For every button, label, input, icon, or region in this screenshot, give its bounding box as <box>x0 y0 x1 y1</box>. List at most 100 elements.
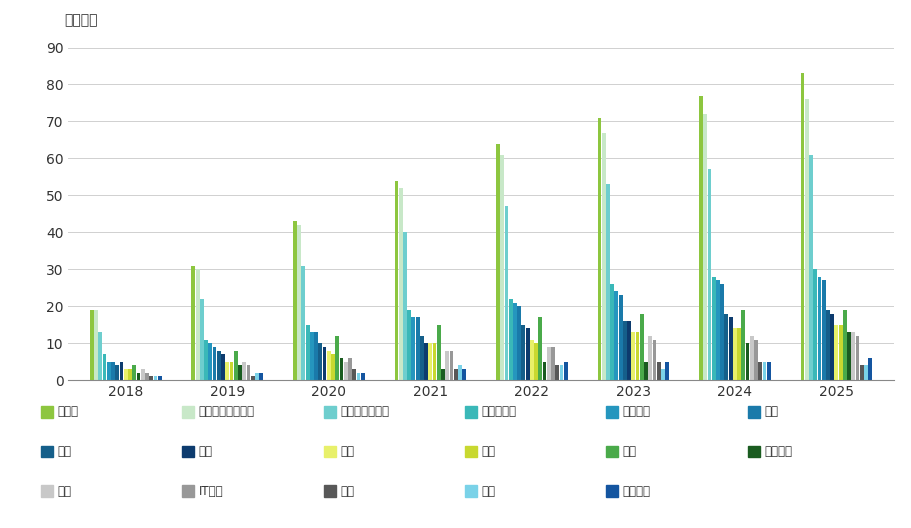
Bar <box>305 325 309 380</box>
Bar <box>816 277 821 380</box>
Bar <box>326 351 331 380</box>
Bar <box>618 295 622 380</box>
Text: 消费者产品: 消费者产品 <box>481 406 516 418</box>
Bar <box>419 336 424 380</box>
Bar <box>436 325 440 380</box>
Bar <box>415 317 419 380</box>
Bar <box>107 362 110 380</box>
Bar <box>640 314 643 380</box>
Bar <box>259 373 262 380</box>
Text: 银行: 银行 <box>763 406 777 418</box>
Bar <box>103 354 107 380</box>
Text: 汽车: 汽车 <box>199 445 212 458</box>
Bar <box>732 328 736 380</box>
Bar <box>255 373 259 380</box>
Bar <box>728 317 732 380</box>
Bar <box>356 373 360 380</box>
Bar <box>517 306 520 380</box>
Bar <box>537 317 542 380</box>
Bar <box>403 232 406 380</box>
Bar <box>547 347 550 380</box>
Bar <box>720 284 723 380</box>
Bar <box>212 347 216 380</box>
Bar <box>457 365 461 380</box>
Bar <box>630 332 635 380</box>
Text: 自然资源与材料: 自然资源与材料 <box>340 406 389 418</box>
Bar <box>609 284 613 380</box>
Bar <box>804 99 808 380</box>
Bar <box>504 206 507 380</box>
Bar <box>707 169 711 380</box>
Text: 百亿美元: 百亿美元 <box>64 14 97 27</box>
Bar <box>94 310 97 380</box>
Bar <box>432 343 436 380</box>
Bar <box>842 310 845 380</box>
Bar <box>220 354 225 380</box>
Bar <box>407 310 411 380</box>
Bar <box>335 336 339 380</box>
Bar <box>314 332 318 380</box>
Bar <box>462 369 466 380</box>
Bar <box>352 369 356 380</box>
Bar <box>292 221 296 380</box>
Bar <box>128 369 132 380</box>
Bar <box>855 336 858 380</box>
Bar <box>656 362 660 380</box>
Bar <box>859 365 863 380</box>
Text: 医疗健康: 医疗健康 <box>622 406 650 418</box>
Bar <box>851 332 855 380</box>
Text: 保险: 保险 <box>481 485 495 497</box>
Bar <box>322 347 326 380</box>
Bar <box>521 325 525 380</box>
Bar <box>119 362 123 380</box>
Text: 能源: 能源 <box>622 445 636 458</box>
Bar <box>614 291 618 380</box>
Bar <box>230 362 233 380</box>
Text: 交通: 交通 <box>57 445 71 458</box>
Bar <box>318 343 322 380</box>
Bar <box>424 343 427 380</box>
Text: 政府: 政府 <box>57 485 71 497</box>
Bar <box>98 332 102 380</box>
Bar <box>715 280 719 380</box>
Bar <box>512 303 517 380</box>
Bar <box>394 181 398 380</box>
Bar <box>736 328 741 380</box>
Bar <box>339 358 343 380</box>
Bar <box>829 314 834 380</box>
Bar <box>145 373 148 380</box>
Bar <box>242 362 246 380</box>
Bar <box>398 188 402 380</box>
Bar <box>864 365 867 380</box>
Bar <box>496 144 499 380</box>
Bar <box>867 358 871 380</box>
Bar <box>808 155 812 380</box>
Bar <box>563 362 567 380</box>
Text: 教育: 教育 <box>340 485 353 497</box>
Bar <box>124 369 128 380</box>
Bar <box>699 96 702 380</box>
Bar <box>648 336 651 380</box>
Bar <box>297 225 301 380</box>
Bar <box>825 310 829 380</box>
Bar <box>813 269 816 380</box>
Bar <box>753 340 757 380</box>
Bar <box>559 365 563 380</box>
Bar <box>745 343 749 380</box>
Bar <box>302 266 305 380</box>
Text: 公用事业: 公用事业 <box>622 485 650 497</box>
Bar <box>500 155 504 380</box>
Text: 零售: 零售 <box>481 445 495 458</box>
Bar <box>601 133 605 380</box>
Bar <box>191 266 195 380</box>
Bar <box>343 362 347 380</box>
Bar <box>428 343 432 380</box>
Bar <box>361 373 364 380</box>
Bar <box>597 118 600 380</box>
Bar <box>660 369 664 380</box>
Bar <box>741 310 744 380</box>
Bar <box>445 351 449 380</box>
Bar <box>635 332 639 380</box>
Bar <box>204 340 208 380</box>
Bar <box>331 354 334 380</box>
